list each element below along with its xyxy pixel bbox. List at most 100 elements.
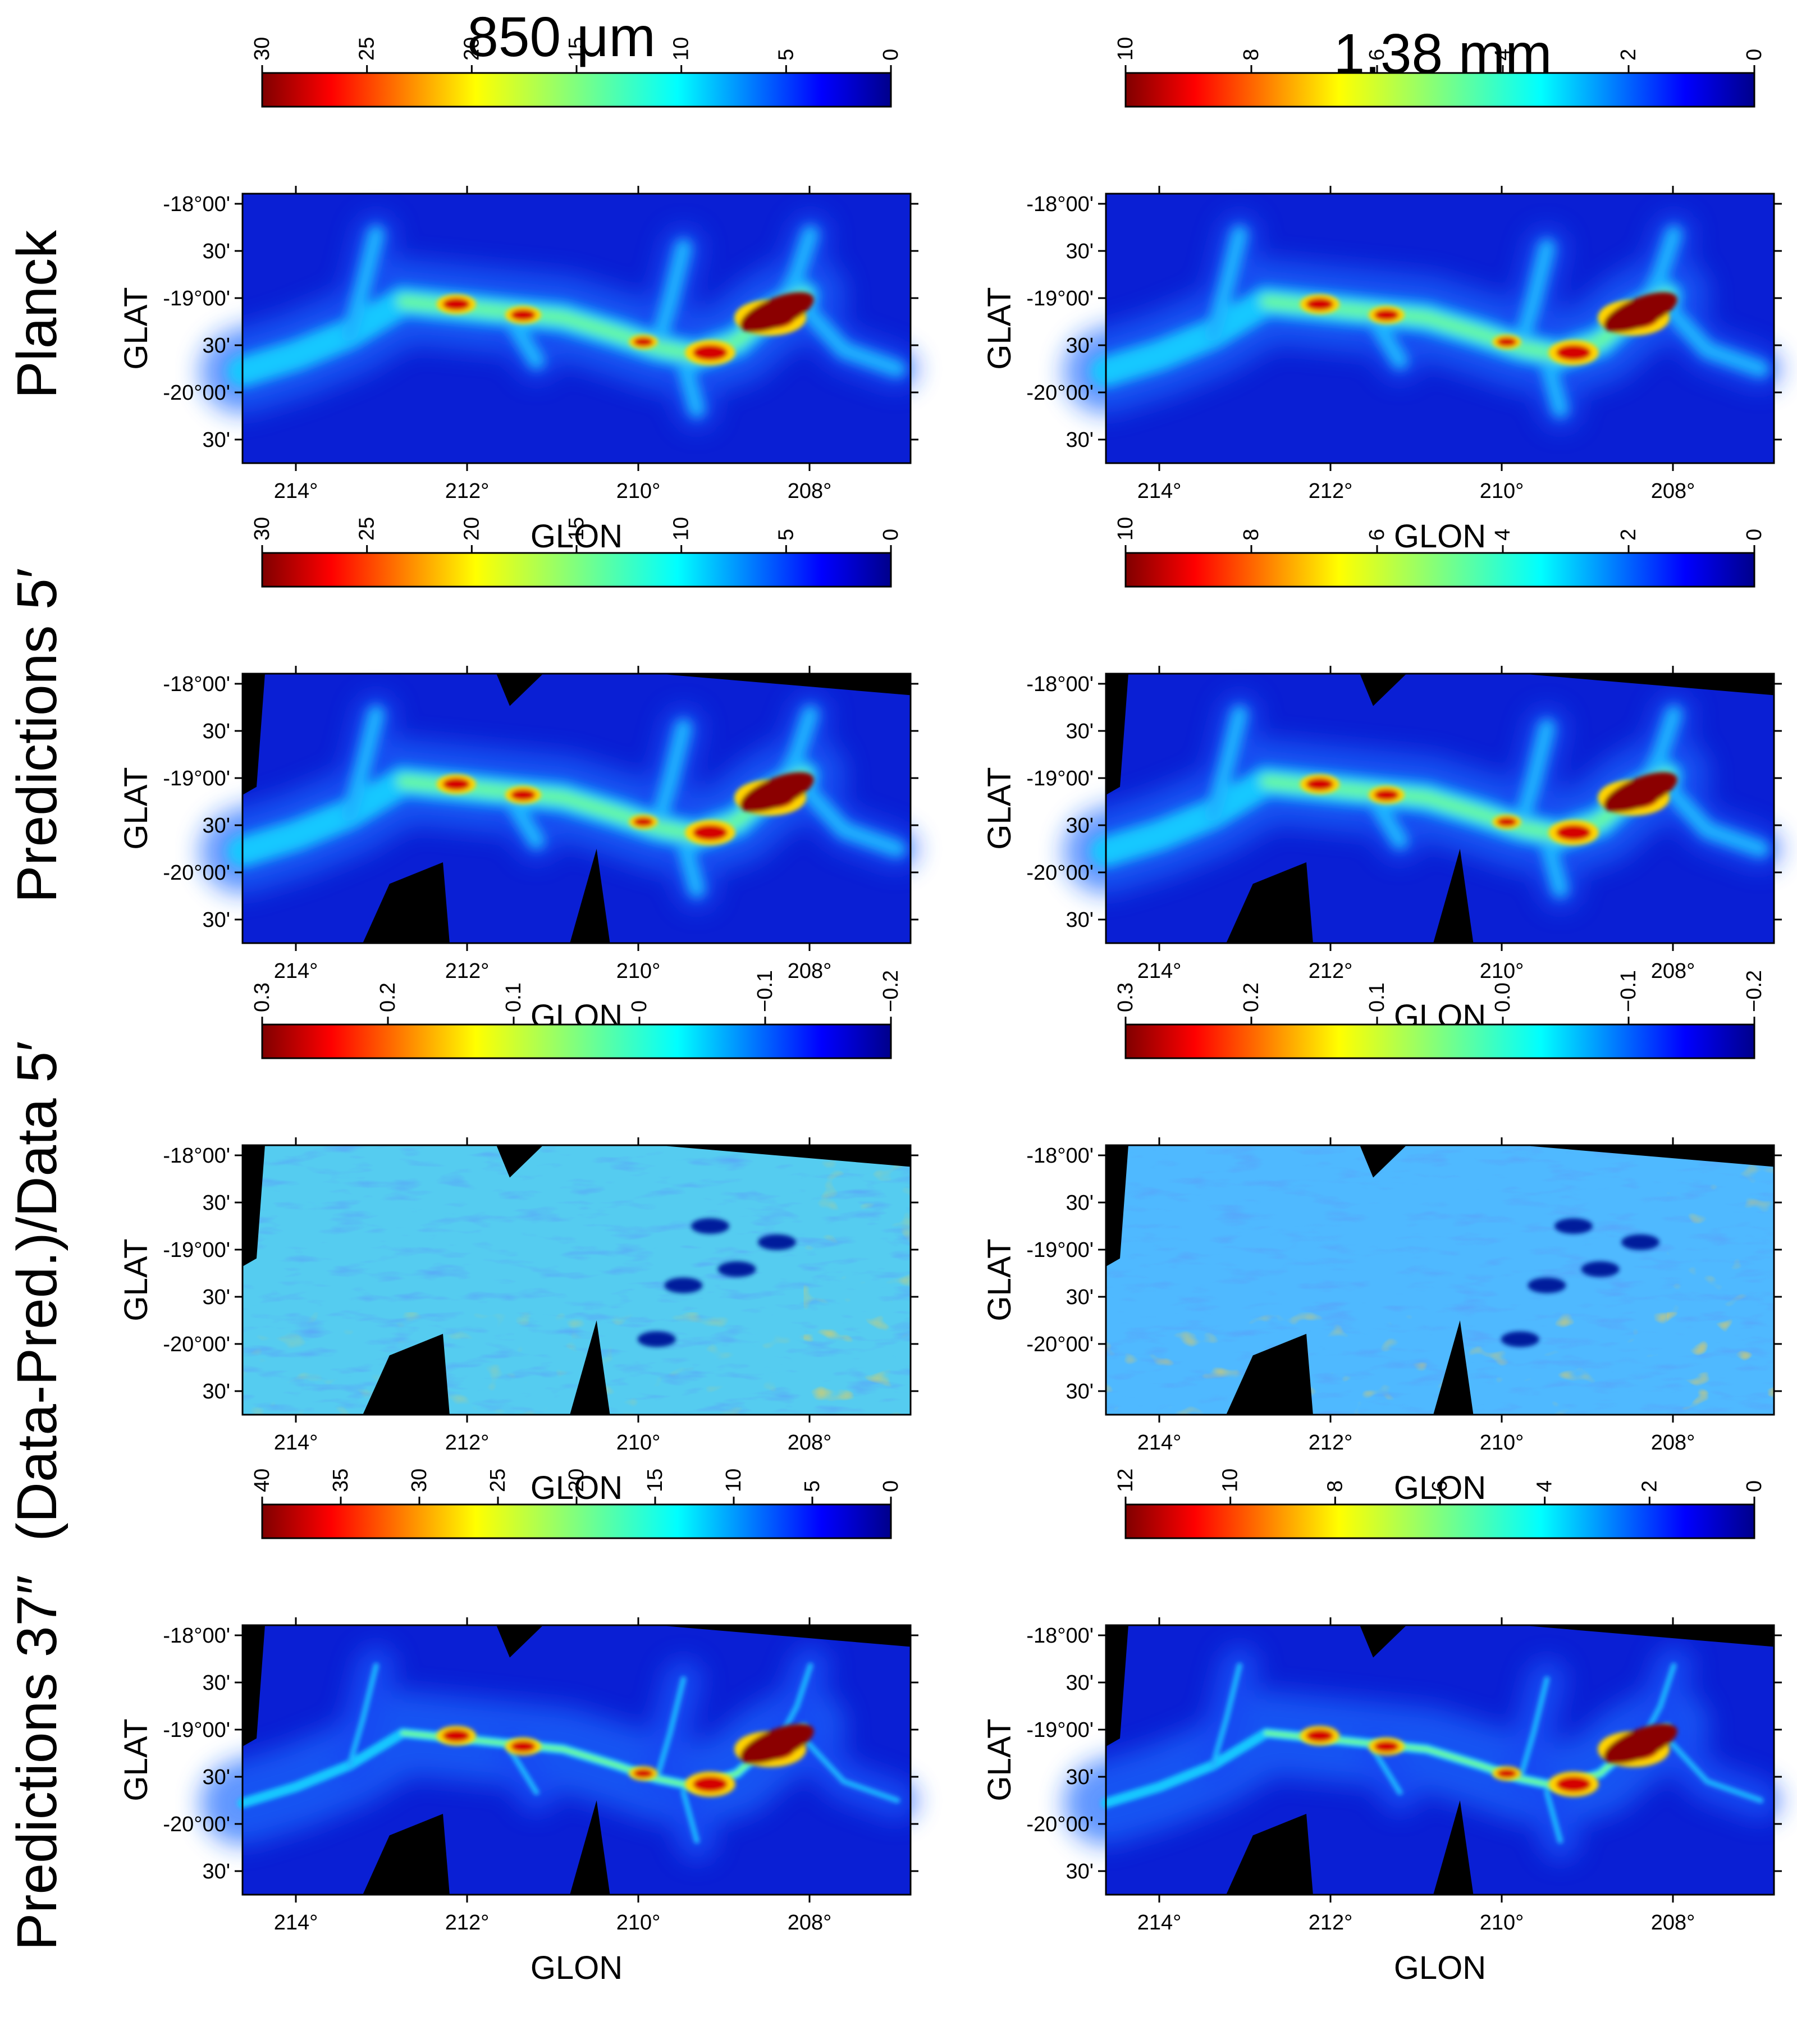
colorbar-tick-label: 30 bbox=[250, 37, 274, 61]
y-tick-label: 30' bbox=[202, 1860, 230, 1883]
y-tick-label: -18°00' bbox=[1026, 193, 1094, 216]
y-tick-label: 30' bbox=[202, 814, 230, 838]
x-tick-label: 212° bbox=[1309, 959, 1353, 983]
colorbar-tick-label: 10 bbox=[722, 1469, 746, 1492]
filament-spur bbox=[1204, 226, 1248, 342]
map-image bbox=[200, 1625, 917, 1895]
colorbar-gradient bbox=[1124, 72, 1755, 108]
x-tick-label: 208° bbox=[1651, 1911, 1695, 1935]
hotspots bbox=[1300, 292, 1677, 365]
hotspot-core bbox=[510, 309, 536, 321]
y-tick-label: 30' bbox=[202, 240, 230, 263]
y-tick-label: 30' bbox=[202, 1671, 230, 1695]
filament-spur bbox=[1538, 832, 1569, 898]
hotspot-core bbox=[1556, 345, 1591, 361]
hotspot-core bbox=[1497, 817, 1517, 826]
colorbar-tick-label: 35 bbox=[329, 1469, 353, 1492]
colorbar-tick-label: 0 bbox=[1743, 529, 1766, 541]
filament-spur bbox=[1511, 239, 1556, 356]
y-tick-label: 30' bbox=[1066, 908, 1094, 932]
colorbar-gradient bbox=[261, 72, 892, 108]
map-frame bbox=[1105, 673, 1775, 944]
colorbar-tick-label: 30 bbox=[408, 1469, 431, 1492]
colorbar-tick-label: 20 bbox=[460, 517, 483, 541]
x-tick-label: 214° bbox=[1137, 1431, 1182, 1455]
orion-peak bbox=[1603, 772, 1677, 812]
x-tick-label: 210° bbox=[616, 959, 661, 983]
hotspot-core bbox=[693, 825, 728, 841]
x-tick-label: 210° bbox=[616, 479, 661, 503]
y-axis-label: GLAT bbox=[118, 1238, 154, 1321]
residual-minimum bbox=[637, 1331, 676, 1347]
hotspot-core bbox=[1374, 309, 1399, 321]
filament-spur bbox=[507, 1746, 539, 1795]
colorbar-tick-label: 10 bbox=[1114, 517, 1137, 541]
mask-top-notch bbox=[1360, 1625, 1407, 1658]
orion-peak bbox=[1603, 1723, 1677, 1764]
filament-spur bbox=[801, 1735, 900, 1803]
x-tick-label: 214° bbox=[1137, 959, 1182, 983]
y-tick-label: 30' bbox=[1066, 1671, 1094, 1695]
x-tick-label: 210° bbox=[1480, 479, 1524, 503]
hotspot-core bbox=[633, 817, 653, 826]
x-tick-label: 208° bbox=[788, 1431, 832, 1455]
hotspot-core bbox=[1306, 298, 1333, 310]
x-tick-label: 208° bbox=[788, 1911, 832, 1935]
mask-top-right bbox=[1520, 1145, 1774, 1167]
x-tick-label: 208° bbox=[788, 479, 832, 503]
x-axis-label: GLON bbox=[1394, 518, 1486, 555]
x-tick-label: 208° bbox=[788, 959, 832, 983]
y-tick-label: -19°00' bbox=[163, 1718, 230, 1742]
colorbar-tick-label: 0.3 bbox=[250, 982, 274, 1012]
colorbar-tick-label: 0.1 bbox=[1365, 982, 1389, 1012]
colorbar-gradient bbox=[1124, 1503, 1755, 1539]
colorbar-tick-label: 2 bbox=[1638, 1480, 1661, 1492]
colorbar-tick-label: 6 bbox=[1428, 1480, 1452, 1492]
mask-top-right bbox=[656, 1625, 911, 1647]
y-tick-label: 30' bbox=[1066, 334, 1094, 358]
x-tick-label: 214° bbox=[1137, 1911, 1182, 1935]
y-tick-label: -20°00' bbox=[1026, 1813, 1094, 1836]
mask-top-notch bbox=[1360, 674, 1407, 706]
colorbar-gradient bbox=[1124, 552, 1755, 588]
hotspot-core bbox=[442, 1729, 470, 1742]
map-image bbox=[200, 674, 917, 943]
map-frame bbox=[241, 1624, 912, 1896]
colorbar: 0.3 0.2 0.1 0 −0.1 −0.2 bbox=[250, 970, 903, 1059]
mask-left bbox=[243, 1145, 265, 1266]
residual-edge bbox=[803, 1145, 911, 1415]
mask-left bbox=[1106, 1145, 1128, 1266]
mask-bottom-left bbox=[1226, 862, 1313, 943]
colorbar-tick-label: 5 bbox=[774, 49, 798, 61]
y-tick-label: -20°00' bbox=[163, 1813, 230, 1836]
colorbar-gradient bbox=[261, 1503, 892, 1539]
y-axis-label: GLAT bbox=[981, 1238, 1018, 1321]
row-title-planck: Planck bbox=[6, 230, 68, 399]
colorbar-tick-label: 25 bbox=[355, 37, 379, 61]
map-image bbox=[1064, 194, 1781, 463]
mask-bottom-mid bbox=[570, 1320, 610, 1415]
hotspot-core bbox=[633, 1769, 653, 1778]
y-tick-label: 30' bbox=[1066, 814, 1094, 838]
mask-top-right bbox=[656, 1145, 911, 1167]
hotspot-core bbox=[1306, 778, 1333, 790]
residual-minimum bbox=[1581, 1261, 1620, 1277]
mask-bottom-left bbox=[363, 1814, 450, 1895]
colorbar: 30 25 20 15 10 5 0 bbox=[250, 517, 903, 588]
hotspot-core bbox=[1374, 789, 1399, 801]
hotspot-core bbox=[1556, 1776, 1591, 1792]
residual-negatives bbox=[637, 1218, 796, 1347]
colorbar-tick-label: 0 bbox=[879, 1480, 903, 1492]
residual-minimum bbox=[691, 1218, 729, 1234]
colorbar: 0.3 0.2 0.1 0.0 −0.1 −0.2 bbox=[1114, 970, 1766, 1059]
filament-spur bbox=[648, 239, 692, 356]
colorbar-tick-label: 4 bbox=[1533, 1480, 1557, 1492]
y-tick-label: -19°00' bbox=[1026, 287, 1094, 310]
hotspot-core bbox=[442, 778, 470, 790]
y-axis-label: GLAT bbox=[981, 287, 1018, 369]
residual-negatives bbox=[1501, 1218, 1659, 1347]
residual-edge bbox=[1667, 1145, 1774, 1415]
colorbar-tick-label: 25 bbox=[355, 517, 379, 541]
